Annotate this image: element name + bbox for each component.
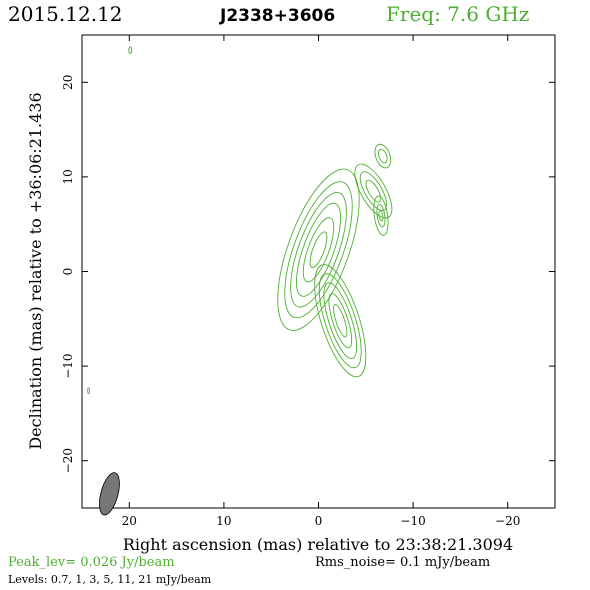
x-tick-label: 20	[122, 514, 137, 528]
contour-line	[354, 163, 393, 219]
x-tick-labels: 20 10 0 −10 −20	[122, 514, 521, 528]
contour-line	[359, 171, 387, 211]
x-axis-label: Right ascension (mas) relative to 23:38:…	[123, 535, 513, 554]
contour-line	[87, 387, 91, 394]
contour-line	[365, 179, 382, 203]
contour-component	[314, 264, 367, 378]
contour-line	[374, 143, 392, 169]
contour-component	[354, 163, 393, 219]
contour-line	[373, 195, 389, 236]
y-tick-label: 20	[61, 75, 75, 90]
contour-component	[373, 195, 389, 236]
contour-line	[302, 217, 335, 283]
contour-line	[277, 168, 360, 331]
beam-ellipse	[99, 472, 120, 516]
x-tick-label: 0	[315, 514, 323, 528]
contour-line	[296, 202, 341, 297]
contour-component	[128, 46, 133, 54]
contour-line	[323, 282, 358, 360]
plot-frame	[81, 34, 556, 509]
y-tick-label: −10	[61, 353, 75, 378]
contour-line	[376, 203, 386, 228]
x-tick-label: −10	[400, 514, 425, 528]
contour-line	[328, 293, 353, 349]
beam-layer	[99, 472, 120, 516]
contour-line	[314, 264, 367, 378]
source-name: J2338+3606	[219, 6, 335, 26]
contour-line	[318, 273, 362, 369]
axis-ticks	[82, 35, 555, 508]
y-tick-label: 0	[61, 268, 75, 276]
contour-line	[378, 148, 388, 164]
contour-levels: Levels: 0.7, 1, 3, 5, 11, 21 mJy/beam	[8, 573, 212, 586]
y-axis-label: Declination (mas) relative to +36:06:21.…	[26, 92, 45, 449]
contour-layer	[87, 46, 393, 394]
rms-noise: Rms_noise= 0.1 mJy/beam	[315, 555, 490, 570]
peak-level: Peak_lev= 0.026 Jy/beam	[8, 555, 175, 570]
contour-line	[128, 46, 133, 54]
observation-date: 2015.12.12	[8, 2, 123, 26]
x-tick-label: −20	[495, 514, 520, 528]
contour-line	[309, 231, 328, 269]
contour-component	[277, 168, 360, 331]
contour-line	[378, 210, 384, 222]
x-tick-label: 10	[216, 514, 231, 528]
y-tick-label: 10	[61, 169, 75, 184]
y-tick-labels: 20 10 0 −10 −20	[61, 75, 75, 474]
contour-line	[284, 181, 353, 319]
frequency-label: Freq: 7.6 GHz	[386, 2, 529, 26]
y-tick-label: −20	[61, 448, 75, 473]
contour-component	[87, 387, 91, 394]
contour-component	[374, 143, 392, 169]
contour-line	[333, 303, 348, 338]
contour-line	[290, 191, 347, 308]
